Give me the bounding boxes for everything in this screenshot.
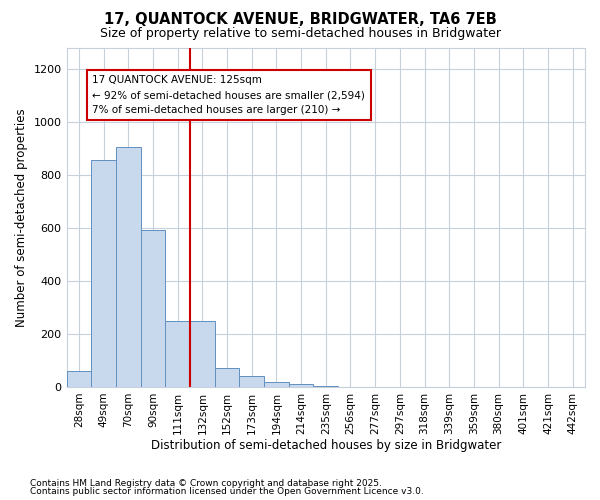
Bar bbox=[289, 384, 313, 387]
Text: Contains public sector information licensed under the Open Government Licence v3: Contains public sector information licen… bbox=[30, 487, 424, 496]
Bar bbox=[140, 230, 165, 387]
Bar bbox=[116, 147, 140, 387]
Bar bbox=[215, 368, 239, 387]
Y-axis label: Number of semi-detached properties: Number of semi-detached properties bbox=[15, 108, 28, 326]
Bar bbox=[91, 160, 116, 387]
Bar bbox=[165, 320, 190, 387]
Text: 17, QUANTOCK AVENUE, BRIDGWATER, TA6 7EB: 17, QUANTOCK AVENUE, BRIDGWATER, TA6 7EB bbox=[104, 12, 496, 28]
Bar bbox=[190, 320, 215, 387]
Text: Contains HM Land Registry data © Crown copyright and database right 2025.: Contains HM Land Registry data © Crown c… bbox=[30, 478, 382, 488]
Bar bbox=[313, 386, 338, 387]
Text: 17 QUANTOCK AVENUE: 125sqm
← 92% of semi-detached houses are smaller (2,594)
7% : 17 QUANTOCK AVENUE: 125sqm ← 92% of semi… bbox=[92, 76, 365, 115]
Text: Size of property relative to semi-detached houses in Bridgwater: Size of property relative to semi-detach… bbox=[100, 28, 500, 40]
Bar bbox=[264, 382, 289, 387]
Bar bbox=[67, 370, 91, 387]
X-axis label: Distribution of semi-detached houses by size in Bridgwater: Distribution of semi-detached houses by … bbox=[151, 440, 501, 452]
Bar bbox=[239, 376, 264, 387]
